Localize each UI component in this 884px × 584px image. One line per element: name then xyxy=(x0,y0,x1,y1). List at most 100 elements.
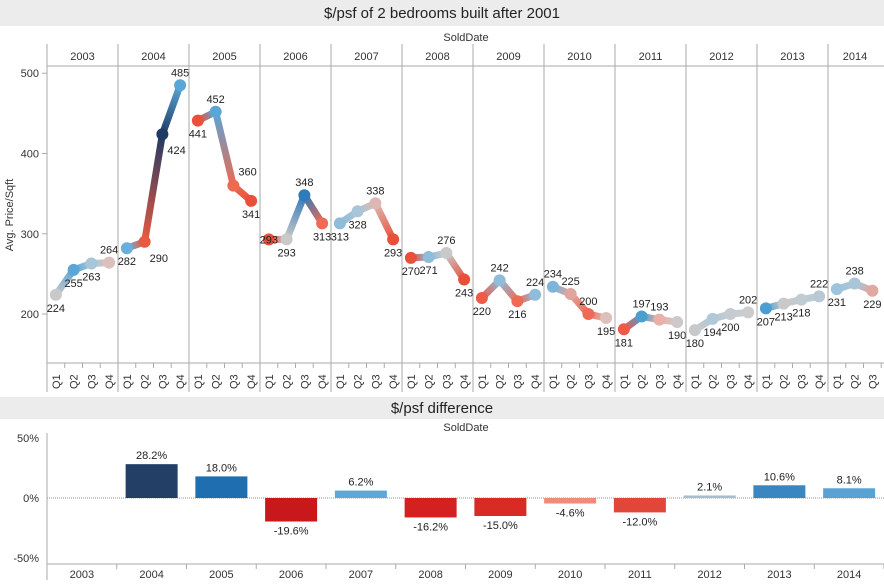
line-segment xyxy=(141,130,166,246)
data-label: 224 xyxy=(47,303,65,315)
data-label: 264 xyxy=(100,245,118,257)
data-point xyxy=(671,316,684,329)
quarter-label: Q1 xyxy=(122,374,134,389)
bar-x-tick-label: 2004 xyxy=(139,569,163,581)
bar-x-tick-label: 2013 xyxy=(767,569,791,581)
bar-2008 xyxy=(404,498,457,518)
data-label: 282 xyxy=(118,256,136,268)
year-panel-2011: 2011 Q1 Q2 Q3 Q4 181 197 193 190 xyxy=(614,44,687,392)
bar-x-tick-label: 2011 xyxy=(628,569,652,581)
bar-x-tick-label: 2009 xyxy=(488,569,512,581)
quarter-label: Q1 xyxy=(832,374,844,389)
y-tick-label: 300 xyxy=(21,229,39,241)
quarter-label: Q1 xyxy=(193,374,205,389)
line-segment xyxy=(212,108,237,190)
quarter-label: Q2 xyxy=(637,374,649,389)
data-point xyxy=(866,284,879,297)
quarter-label: Q3 xyxy=(441,374,453,389)
data-label: 452 xyxy=(206,94,224,106)
quarter-label: Q3 xyxy=(512,374,524,389)
data-point xyxy=(120,242,133,255)
bar-2012 xyxy=(683,495,736,498)
data-point xyxy=(209,105,222,118)
quarter-label: Q3 xyxy=(228,374,240,389)
data-point xyxy=(103,256,116,269)
data-point xyxy=(280,233,293,246)
data-label: 341 xyxy=(242,209,260,221)
quarter-label: Q2 xyxy=(495,374,507,389)
quarter-label: Q1 xyxy=(264,374,276,389)
data-point xyxy=(493,274,506,287)
bar-label: -12.0% xyxy=(622,516,657,528)
y-tick-label: 400 xyxy=(21,148,39,160)
data-label: 485 xyxy=(171,67,189,79)
quarter-label: Q4 xyxy=(459,374,471,389)
bar-chart-title-band xyxy=(0,397,884,419)
quarter-label: Q4 xyxy=(317,374,329,389)
quarter-label: Q4 xyxy=(672,374,684,389)
data-point xyxy=(440,247,453,260)
bar-2006 xyxy=(265,498,318,522)
year-panel-2004: 2004 Q1 Q2 Q3 Q4 282 290 424 485 xyxy=(117,44,190,392)
data-label: 229 xyxy=(863,299,881,311)
quarter-label: Q2 xyxy=(282,374,294,389)
quarter-label: Q1 xyxy=(51,374,63,389)
quarter-label: Q2 xyxy=(424,374,436,389)
quarter-label: Q3 xyxy=(370,374,382,389)
year-header: 2010 xyxy=(567,51,591,63)
bar-2007 xyxy=(334,490,387,498)
bar-x-tick-label: 2010 xyxy=(558,569,582,581)
year-header: 2004 xyxy=(141,51,165,63)
y-tick-label: 200 xyxy=(21,309,39,321)
data-label: 180 xyxy=(686,338,704,350)
year-panel-2009: 2009 Q1 Q2 Q3 Q4 220 242 216 224 xyxy=(472,44,545,392)
year-panel-2005: 2005 Q1 Q2 Q3 Q4 441 452 360 341 xyxy=(188,44,261,392)
bar-y-tick-label: 50% xyxy=(17,433,39,445)
data-label: 216 xyxy=(508,309,526,321)
quarter-label: Q4 xyxy=(175,374,187,389)
data-point xyxy=(227,179,240,192)
bar-label: 2.1% xyxy=(697,481,722,493)
bar-2010 xyxy=(544,498,597,504)
data-label: 224 xyxy=(526,277,544,289)
data-point xyxy=(653,313,666,326)
data-label: 255 xyxy=(64,278,82,290)
bar-x-tick-label: 2014 xyxy=(837,569,861,581)
year-panel-2013: 2013 Q1 Q2 Q3 Q4 207 213 218 222 xyxy=(756,44,829,392)
quarter-label: Q1 xyxy=(619,374,631,389)
quarter-label: Q4 xyxy=(530,374,542,389)
data-label: 238 xyxy=(845,266,863,278)
data-point xyxy=(529,288,542,301)
bar-2004 xyxy=(125,464,178,498)
data-label: 197 xyxy=(632,298,650,310)
year-header: 2014 xyxy=(843,51,867,63)
quarter-label: Q1 xyxy=(548,374,560,389)
data-label: 207 xyxy=(757,316,775,328)
data-label: 231 xyxy=(828,297,846,309)
quarter-label: Q2 xyxy=(566,374,578,389)
year-header: 2008 xyxy=(425,51,449,63)
quarter-label: Q2 xyxy=(353,374,365,389)
data-point xyxy=(724,308,737,321)
data-label: 181 xyxy=(615,337,633,349)
data-point xyxy=(617,323,630,336)
quarter-label: Q3 xyxy=(299,374,311,389)
data-point xyxy=(830,283,843,296)
quarter-label: Q4 xyxy=(388,374,400,389)
quarter-label: Q2 xyxy=(140,374,152,389)
data-point xyxy=(404,251,417,264)
data-label: 243 xyxy=(455,288,473,300)
data-point xyxy=(795,293,808,306)
bar-x-tick-label: 2007 xyxy=(349,569,373,581)
bar-x-tick-label: 2006 xyxy=(279,569,303,581)
year-header: 2003 xyxy=(70,51,94,63)
data-point xyxy=(600,312,613,325)
data-point xyxy=(316,217,329,230)
data-point xyxy=(777,297,790,310)
bar-label: 18.0% xyxy=(206,462,237,474)
data-point xyxy=(245,194,258,207)
quarter-label: Q3 xyxy=(867,374,879,389)
year-panel-2014: 2014 Q1 Q2 Q3 231 238 229 xyxy=(827,44,882,392)
